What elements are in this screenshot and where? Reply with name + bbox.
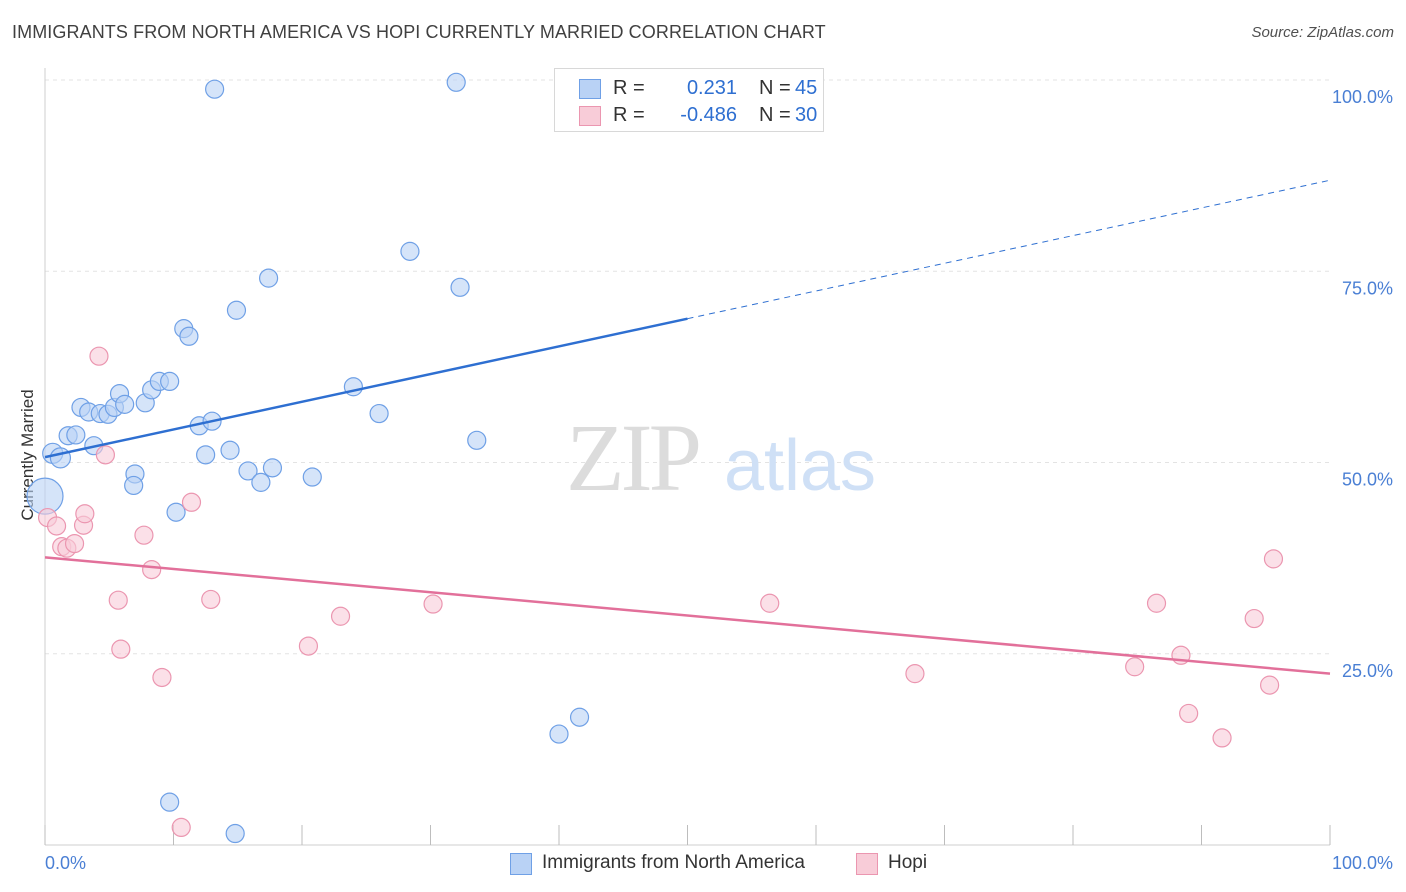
y-tick-label: 100.0% — [1332, 87, 1393, 107]
data-point — [400, 241, 420, 261]
data-point — [201, 589, 221, 610]
stats-legend: R = 0.231 N = 45 R = -0.486 N = 30 — [554, 68, 824, 132]
y-tick-label: 75.0% — [1342, 278, 1393, 298]
data-point — [225, 823, 245, 844]
data-point — [446, 72, 466, 92]
data-point — [66, 425, 86, 445]
legend-label: Hopi — [888, 852, 928, 873]
data-point — [64, 533, 85, 554]
source-note: Source: ZipAtlas.com — [1251, 24, 1394, 41]
data-point — [220, 440, 240, 460]
data-point — [115, 394, 135, 414]
data-point — [152, 667, 172, 688]
data-point — [166, 502, 186, 522]
trend-line-immigrants-projection — [687, 179, 1331, 320]
x-tick-label: 0.0% — [45, 853, 86, 873]
y-tick-label: 25.0% — [1342, 661, 1393, 681]
data-point — [423, 594, 443, 614]
data-point — [160, 792, 180, 812]
data-point — [1179, 703, 1199, 724]
data-point — [181, 492, 202, 512]
watermark-atlas: atlas — [724, 426, 876, 506]
n-value: 45 — [795, 77, 818, 99]
data-point — [196, 445, 216, 465]
data-point — [298, 636, 319, 656]
data-point — [142, 559, 162, 580]
trend-lines — [44, 179, 1331, 675]
data-point — [46, 516, 67, 536]
series-hopi — [37, 346, 1284, 838]
data-point — [1125, 657, 1145, 677]
blue-swatch — [510, 853, 532, 875]
gridlines — [45, 79, 1330, 655]
data-point — [1212, 728, 1232, 748]
data-point — [171, 817, 191, 838]
data-point — [1244, 608, 1264, 629]
data-point — [1260, 675, 1280, 695]
data-point — [569, 707, 590, 727]
data-point — [108, 590, 128, 610]
r-value: 0.231 — [686, 77, 737, 99]
n-label: N = — [759, 104, 791, 126]
data-point — [89, 346, 109, 366]
data-point — [467, 430, 487, 450]
trend-line-immigrants — [44, 317, 688, 459]
data-point — [134, 525, 154, 545]
data-point — [75, 504, 95, 524]
data-point — [205, 79, 225, 99]
r-label: R = — [613, 77, 645, 99]
data-point — [549, 724, 569, 744]
pink-swatch — [856, 853, 878, 875]
data-point — [226, 300, 247, 320]
r-label: R = — [613, 104, 645, 126]
data-point — [369, 403, 389, 424]
data-point — [124, 475, 144, 496]
data-point — [111, 639, 131, 659]
data-point — [160, 371, 180, 392]
data-point — [49, 447, 72, 469]
watermark: ZIP atlas — [566, 404, 876, 511]
data-point — [450, 277, 470, 297]
blue-swatch — [579, 79, 601, 99]
data-point — [238, 461, 258, 481]
data-point — [302, 467, 322, 487]
data-point — [258, 268, 279, 288]
n-label: N = — [759, 77, 791, 99]
trend-line-hopi — [44, 556, 1331, 675]
watermark-zip: ZIP — [566, 404, 699, 511]
data-point — [760, 593, 780, 613]
data-point — [1146, 593, 1167, 613]
n-value: 30 — [795, 104, 818, 126]
data-point — [1263, 549, 1284, 569]
y-tick-label: 50.0% — [1342, 470, 1393, 490]
pink-swatch — [579, 106, 601, 126]
tick-labels: 100.0% 75.0% 50.0% 25.0% 0.0% 100.0% — [45, 87, 1393, 873]
legend-label: Immigrants from North America — [542, 852, 805, 873]
data-point — [905, 664, 925, 684]
data-point — [262, 458, 283, 478]
chart-title: IMMIGRANTS FROM NORTH AMERICA VS HOPI CU… — [12, 22, 826, 42]
data-point — [95, 445, 115, 465]
r-value: -0.486 — [680, 104, 737, 126]
data-point — [330, 606, 351, 626]
x-tick-label: 100.0% — [1332, 853, 1393, 873]
data-point — [179, 326, 199, 346]
data-point — [251, 472, 271, 492]
